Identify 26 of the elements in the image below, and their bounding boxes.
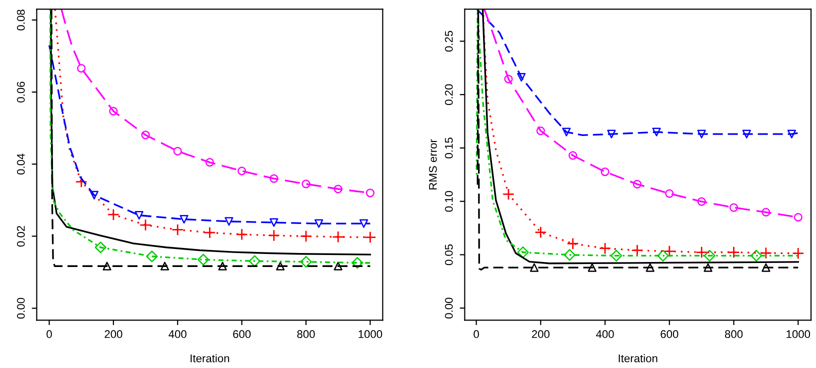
x-tick-label: 1000 <box>786 330 810 338</box>
x-tick-label: 200 <box>104 330 122 338</box>
x-tick-label: 600 <box>233 330 251 338</box>
x-tick-label: 0 <box>474 330 479 338</box>
x-tick-label: 800 <box>724 330 743 338</box>
y-tick-label: 0.00 <box>16 298 25 319</box>
x-tick-label: 0 <box>46 330 52 338</box>
y-tick-label: 0.10 <box>444 190 453 212</box>
x-axis-title: Iteration <box>618 354 658 362</box>
y-axis-title: RMS error <box>429 139 437 190</box>
x-tick-label: 200 <box>532 330 550 338</box>
y-tick-label: 0.25 <box>444 30 453 52</box>
x-axis-title: Iteration <box>190 354 230 362</box>
y-tick-label: 0.04 <box>16 154 25 175</box>
y-tick-label: 0.08 <box>16 10 25 30</box>
x-tick-label: 800 <box>297 330 315 338</box>
y-tick-label: 0.00 <box>444 298 453 318</box>
y-tick-label: 0.06 <box>16 82 25 102</box>
y-tick-label: 0.02 <box>16 226 25 247</box>
y-tick-label: 0.20 <box>444 84 453 105</box>
x-tick-label: 400 <box>168 330 186 338</box>
x-tick-label: 400 <box>596 330 614 338</box>
x-tick-label: 1000 <box>358 330 382 338</box>
y-tick-label: 0.15 <box>444 138 453 158</box>
y-tick-label: 0.05 <box>444 244 453 266</box>
x-tick-label: 600 <box>660 330 678 338</box>
